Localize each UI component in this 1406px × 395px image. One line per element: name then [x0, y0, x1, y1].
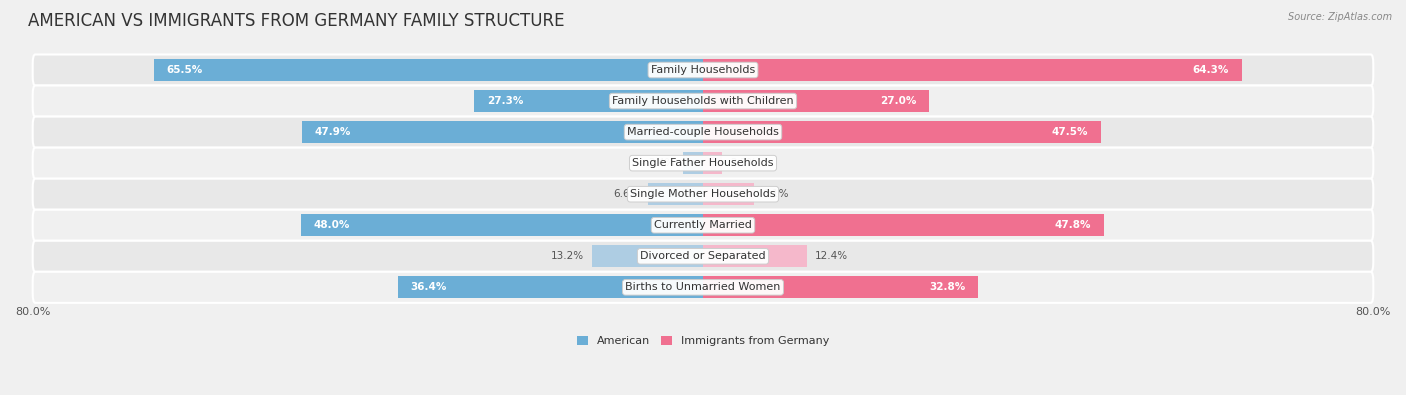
Text: AMERICAN VS IMMIGRANTS FROM GERMANY FAMILY STRUCTURE: AMERICAN VS IMMIGRANTS FROM GERMANY FAMI… — [28, 12, 565, 30]
Text: Family Households: Family Households — [651, 65, 755, 75]
Text: 12.4%: 12.4% — [815, 251, 848, 261]
Text: 64.3%: 64.3% — [1192, 65, 1229, 75]
Legend: American, Immigrants from Germany: American, Immigrants from Germany — [571, 330, 835, 352]
Text: Single Mother Households: Single Mother Households — [630, 189, 776, 199]
Bar — [683, 152, 703, 174]
FancyBboxPatch shape — [32, 241, 1374, 272]
FancyBboxPatch shape — [32, 210, 1374, 241]
Bar — [703, 276, 977, 299]
Bar — [155, 59, 703, 81]
Text: 27.3%: 27.3% — [486, 96, 523, 106]
Bar — [398, 276, 703, 299]
Text: 47.9%: 47.9% — [314, 127, 350, 137]
Text: 32.8%: 32.8% — [929, 282, 966, 292]
Text: 48.0%: 48.0% — [314, 220, 350, 230]
Text: Currently Married: Currently Married — [654, 220, 752, 230]
Bar — [703, 90, 929, 112]
Text: 13.2%: 13.2% — [551, 251, 583, 261]
Text: Divorced or Separated: Divorced or Separated — [640, 251, 766, 261]
FancyBboxPatch shape — [32, 148, 1374, 179]
Text: Births to Unmarried Women: Births to Unmarried Women — [626, 282, 780, 292]
Bar — [703, 245, 807, 267]
Bar — [703, 152, 723, 174]
Text: Single Father Households: Single Father Households — [633, 158, 773, 168]
Text: 6.1%: 6.1% — [762, 189, 789, 199]
Text: Married-couple Households: Married-couple Households — [627, 127, 779, 137]
Bar — [592, 245, 703, 267]
Text: 27.0%: 27.0% — [880, 96, 917, 106]
Text: 36.4%: 36.4% — [411, 282, 447, 292]
Bar — [703, 121, 1101, 143]
FancyBboxPatch shape — [32, 55, 1374, 86]
FancyBboxPatch shape — [32, 86, 1374, 117]
Text: 47.8%: 47.8% — [1054, 220, 1091, 230]
Bar — [648, 183, 703, 205]
Bar — [703, 183, 754, 205]
Bar — [474, 90, 703, 112]
Text: 65.5%: 65.5% — [167, 65, 202, 75]
Bar — [301, 214, 703, 237]
Text: Source: ZipAtlas.com: Source: ZipAtlas.com — [1288, 12, 1392, 22]
Bar — [703, 59, 1241, 81]
FancyBboxPatch shape — [32, 179, 1374, 210]
Bar — [302, 121, 703, 143]
Bar — [703, 214, 1104, 237]
Text: Family Households with Children: Family Households with Children — [612, 96, 794, 106]
Text: 47.5%: 47.5% — [1052, 127, 1088, 137]
Text: 2.3%: 2.3% — [731, 158, 758, 168]
FancyBboxPatch shape — [32, 272, 1374, 303]
Text: 6.6%: 6.6% — [613, 189, 640, 199]
Text: 2.4%: 2.4% — [648, 158, 675, 168]
FancyBboxPatch shape — [32, 117, 1374, 148]
